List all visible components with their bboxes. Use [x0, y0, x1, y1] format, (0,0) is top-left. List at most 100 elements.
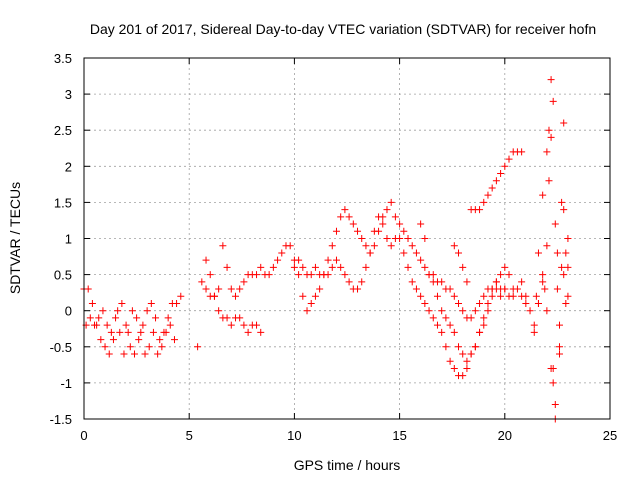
x-tick-label: 20	[498, 428, 512, 443]
data-point	[543, 148, 551, 156]
data-point	[543, 242, 551, 250]
data-point	[328, 242, 336, 250]
data-point	[210, 292, 218, 300]
data-point	[488, 285, 496, 293]
x-tick-label: 15	[392, 428, 406, 443]
data-point	[547, 133, 555, 141]
data-point	[147, 299, 155, 307]
y-tick-label: 3	[65, 87, 72, 102]
data-point	[223, 314, 231, 322]
data-point	[341, 271, 349, 279]
data-point	[404, 263, 412, 271]
data-point	[497, 271, 505, 279]
data-point	[116, 328, 124, 336]
data-point	[492, 177, 500, 185]
data-point	[240, 278, 248, 286]
data-point	[429, 271, 437, 279]
data-point	[480, 198, 488, 206]
data-point	[564, 263, 572, 271]
data-point	[99, 307, 107, 315]
plot-frame	[83, 57, 611, 420]
data-point	[564, 235, 572, 242]
y-tick-label: 0	[65, 304, 72, 319]
data-point	[551, 401, 559, 409]
data-point	[484, 299, 492, 307]
data-point	[408, 242, 416, 250]
data-point	[128, 307, 136, 315]
data-point	[307, 271, 315, 279]
data-point	[130, 350, 138, 358]
data-point	[421, 235, 429, 242]
data-point	[484, 191, 492, 199]
data-point	[455, 249, 463, 257]
data-point	[166, 321, 174, 329]
data-point	[358, 235, 366, 242]
data-point	[446, 285, 454, 293]
grid	[84, 58, 610, 419]
data-point	[488, 184, 496, 192]
data-point	[400, 249, 408, 257]
data-point	[492, 278, 500, 286]
data-point	[332, 227, 340, 235]
data-point	[227, 321, 235, 329]
data-point	[396, 220, 404, 228]
data-point	[316, 285, 324, 293]
series-trace-7	[417, 220, 530, 322]
data-point	[530, 328, 538, 336]
data-point	[219, 242, 227, 250]
data-point	[545, 126, 553, 134]
data-point	[459, 350, 467, 358]
data-point	[303, 307, 311, 315]
data-point	[429, 314, 437, 322]
data-point	[295, 256, 303, 264]
data-point	[467, 350, 475, 358]
data-point	[421, 263, 429, 271]
data-point	[236, 314, 244, 322]
data-point	[497, 292, 505, 300]
y-tick-label: 1	[65, 232, 72, 247]
data-point	[101, 343, 109, 351]
data-point	[215, 285, 223, 293]
data-point	[362, 242, 370, 250]
y-tick-label: -0.5	[50, 340, 72, 355]
data-point	[459, 372, 467, 380]
data-point	[545, 177, 553, 185]
data-point	[295, 271, 303, 279]
data-point	[311, 292, 319, 300]
data-point	[122, 321, 130, 329]
data-point	[126, 343, 134, 351]
series-trace-1	[80, 285, 185, 358]
data-point	[471, 307, 479, 315]
data-point	[547, 364, 555, 372]
data-point	[463, 357, 471, 365]
data-point	[341, 206, 349, 214]
data-point	[417, 292, 425, 300]
data-point	[412, 285, 420, 293]
data-point	[412, 249, 420, 257]
data-point	[358, 278, 366, 286]
data-point	[194, 343, 202, 351]
data-point	[391, 235, 399, 242]
data-point	[558, 263, 566, 271]
data-point	[307, 299, 315, 307]
series-trace-10	[530, 198, 572, 423]
data-point	[299, 292, 307, 300]
data-point	[417, 256, 425, 264]
data-point	[354, 227, 362, 235]
data-point	[387, 242, 395, 250]
data-point	[143, 307, 151, 315]
data-point	[158, 343, 166, 351]
data-point	[450, 242, 458, 250]
axis-ticks	[83, 57, 611, 420]
data-point	[164, 314, 172, 322]
data-point	[433, 292, 441, 300]
data-point	[206, 271, 214, 279]
data-point	[564, 292, 572, 300]
data-point	[156, 336, 164, 344]
data-point	[553, 285, 561, 293]
y-tick-label: 0.5	[54, 268, 72, 283]
data-point	[501, 263, 509, 271]
data-point	[534, 249, 542, 257]
data-point	[450, 364, 458, 372]
data-point	[345, 278, 353, 286]
